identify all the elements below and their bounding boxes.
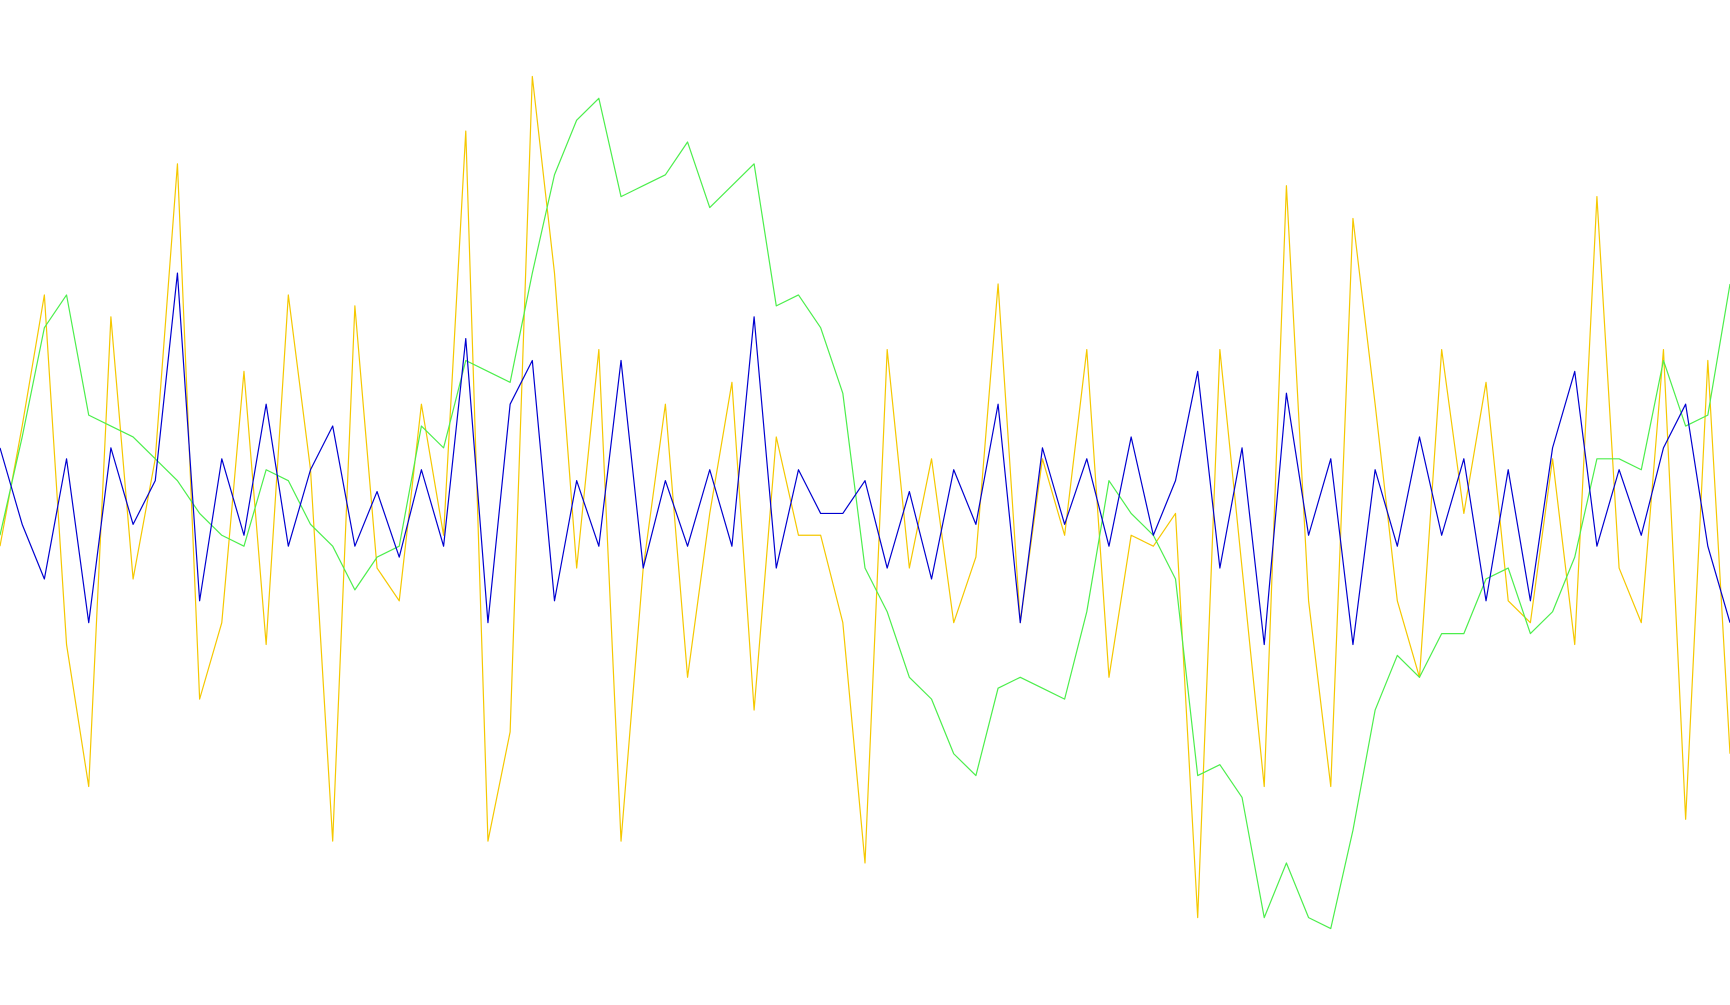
series-line — [0, 97, 1730, 930]
series-line — [0, 75, 1730, 919]
series-line — [0, 272, 1730, 646]
